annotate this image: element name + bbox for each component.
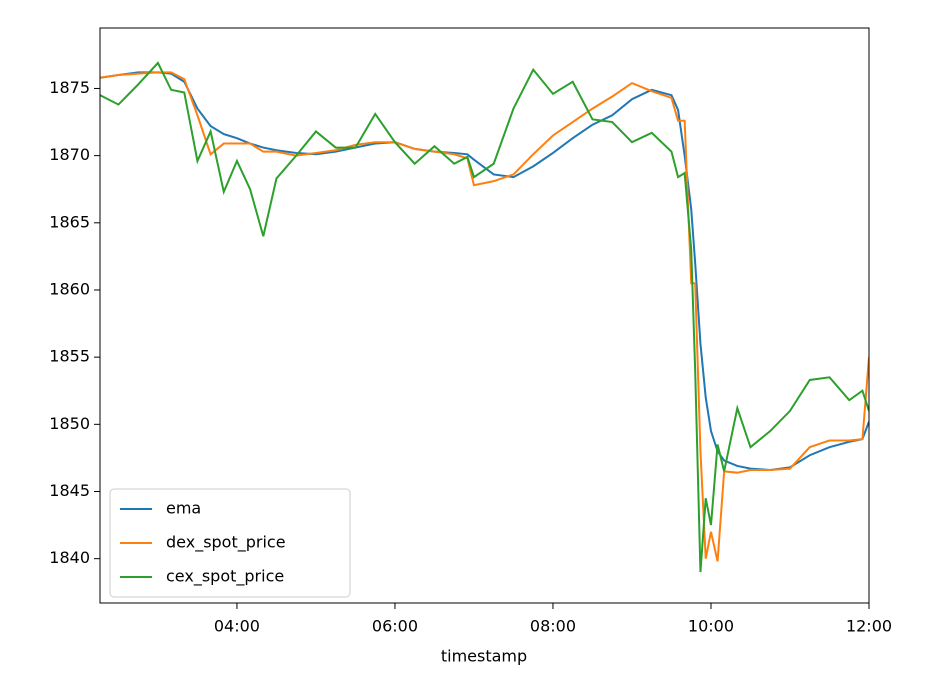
series-line — [100, 71, 869, 562]
series-line — [100, 71, 869, 472]
x-tick-label: 04:00 — [214, 617, 260, 636]
x-tick-label: 12:00 — [846, 617, 892, 636]
y-tick-label: 1855 — [49, 347, 90, 366]
y-tick-label: 1875 — [49, 78, 90, 97]
y-tick-label: 1845 — [49, 481, 90, 500]
y-tick-label: 1870 — [49, 145, 90, 164]
legend-label: cex_spot_price — [166, 567, 284, 587]
x-tick-label: 06:00 — [372, 617, 418, 636]
x-tick-label: 08:00 — [530, 617, 576, 636]
series-line — [100, 61, 869, 573]
x-tick-label: 10:00 — [688, 617, 734, 636]
y-tick-label: 1850 — [49, 414, 90, 433]
y-tick-label: 1865 — [49, 212, 90, 231]
y-tick-label: 1860 — [49, 279, 90, 298]
y-tick-label: 1840 — [49, 548, 90, 567]
legend-label: ema — [166, 499, 201, 518]
plot-frame — [99, 27, 870, 604]
legend-label: dex_spot_price — [166, 533, 286, 553]
x-axis-label: timestamp — [441, 647, 527, 666]
legend-box — [109, 488, 351, 598]
